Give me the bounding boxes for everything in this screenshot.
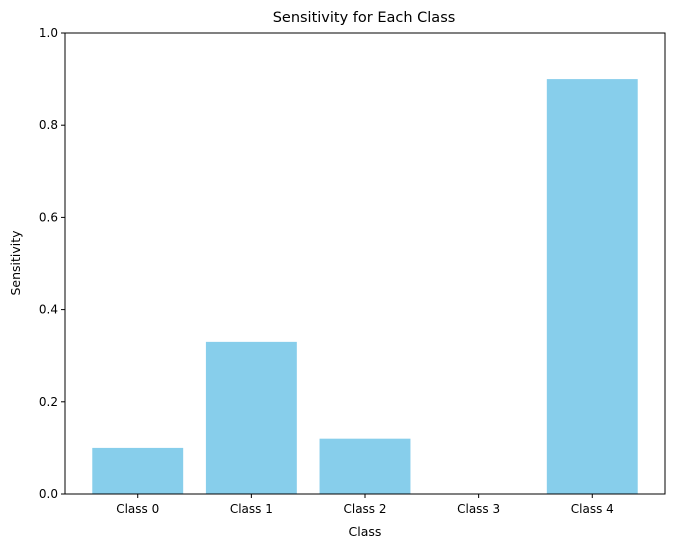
x-tick-label: Class 0 xyxy=(116,502,159,516)
x-axis-ticks: Class 0 Class 1 Class 2 Class 3 Class 4 xyxy=(116,494,614,516)
y-axis-label: Sensitivity xyxy=(8,230,23,296)
y-tick-label: 1.0 xyxy=(39,26,58,40)
y-tick-label: 0.0 xyxy=(39,487,58,501)
y-axis-ticks: 0.0 0.2 0.4 0.6 0.8 1.0 xyxy=(39,26,65,501)
y-tick-label: 0.8 xyxy=(39,118,58,132)
x-axis-label: Class xyxy=(349,524,382,539)
bars-group xyxy=(92,79,638,494)
bar-class-0 xyxy=(92,447,184,494)
x-tick-label: Class 2 xyxy=(343,502,386,516)
x-tick-label: Class 1 xyxy=(230,502,273,516)
chart-title: Sensitivity for Each Class xyxy=(273,10,456,26)
bar-class-2 xyxy=(319,438,411,494)
x-tick-label: Class 4 xyxy=(571,502,614,516)
bar-class-1 xyxy=(205,341,297,494)
bar-class-4 xyxy=(546,79,638,494)
x-tick-label: Class 3 xyxy=(457,502,500,516)
y-tick-label: 0.6 xyxy=(39,210,58,224)
y-tick-label: 0.4 xyxy=(39,303,58,317)
y-tick-label: 0.2 xyxy=(39,395,58,409)
